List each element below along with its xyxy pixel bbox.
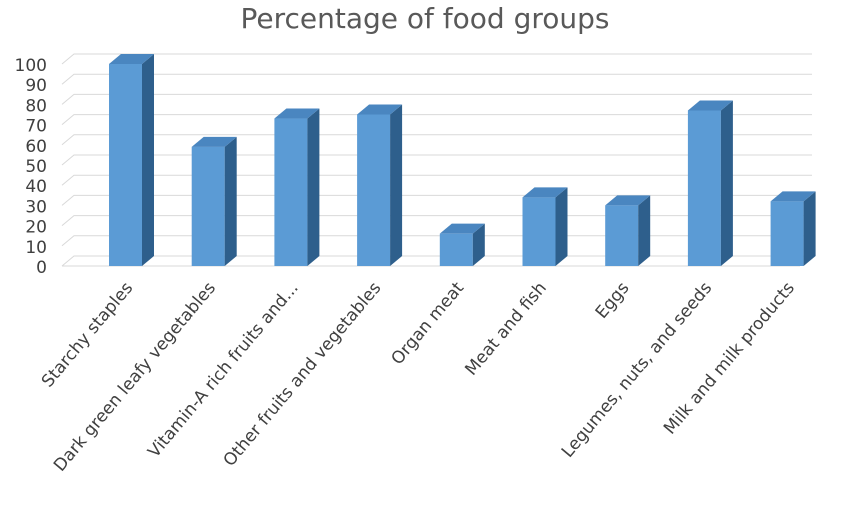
bar-side	[307, 108, 320, 266]
bars	[109, 54, 816, 267]
y-tick-label: 90	[25, 76, 47, 96]
bar-top	[191, 136, 237, 147]
bar	[770, 191, 816, 266]
x-tick-label: Dark green leafy vegetables	[50, 278, 220, 475]
bar	[357, 104, 403, 266]
bar-side	[720, 100, 733, 267]
bar	[687, 100, 733, 267]
bar	[522, 187, 568, 266]
gridline	[61, 73, 812, 85]
y-tick-label: 20	[25, 218, 47, 238]
x-tick-label: Eggs	[592, 278, 634, 323]
y-tick-label: 30	[25, 197, 47, 217]
x-tick-label: Starchy staples	[38, 278, 138, 391]
bar-side	[472, 223, 485, 266]
y-tick-label: 80	[25, 96, 47, 116]
bar-top	[439, 223, 485, 234]
gridlines	[61, 53, 812, 267]
y-tick-label: 60	[25, 137, 47, 157]
bar-side	[224, 136, 237, 266]
bar-top	[357, 104, 403, 115]
bar-front	[605, 205, 639, 266]
x-tick-label: Organ meat	[388, 278, 469, 369]
bar-top	[605, 195, 651, 206]
gridline	[61, 114, 812, 125]
bar-front	[522, 197, 556, 266]
gridline	[61, 93, 812, 105]
bar	[439, 223, 485, 266]
y-tick-label: 0	[36, 258, 47, 278]
bar-side	[555, 187, 568, 266]
x-tick-label: Vitamin-A rich fruits and...	[144, 278, 303, 461]
bar-top	[522, 187, 568, 198]
bar-side	[390, 104, 403, 266]
chart-title: Percentage of food groups	[240, 2, 610, 35]
y-tick-label: 40	[25, 177, 47, 197]
bar-front	[687, 110, 721, 267]
bar-top	[770, 191, 816, 202]
bar-front	[439, 233, 473, 266]
bar-top	[109, 54, 154, 64]
bar-front	[357, 114, 391, 266]
y-tick-label: 100	[15, 56, 47, 76]
bar-top	[274, 108, 320, 119]
bar-front	[191, 146, 225, 266]
bar-side	[142, 54, 154, 266]
y-tick-label: 50	[25, 157, 47, 177]
bar-top	[687, 100, 733, 111]
bar	[605, 195, 651, 266]
gridline	[61, 174, 812, 186]
bar-front	[109, 64, 142, 266]
gridline	[61, 134, 812, 146]
bar	[191, 136, 237, 266]
y-tick-label: 70	[25, 117, 47, 137]
bar-side	[638, 195, 651, 266]
bar	[109, 54, 154, 266]
gridline	[61, 154, 812, 166]
gridline	[61, 53, 812, 65]
bar-side	[803, 191, 816, 266]
bar-front	[770, 201, 804, 266]
y-tick-label: 10	[25, 238, 47, 258]
x-tick-label: Legumes, nuts, and seeds	[558, 278, 716, 461]
x-tick-label: Meat and fish	[461, 278, 550, 379]
bar	[274, 108, 320, 266]
x-tick-label: Other fruits and vegetables	[220, 278, 386, 470]
bar-front	[274, 118, 308, 266]
